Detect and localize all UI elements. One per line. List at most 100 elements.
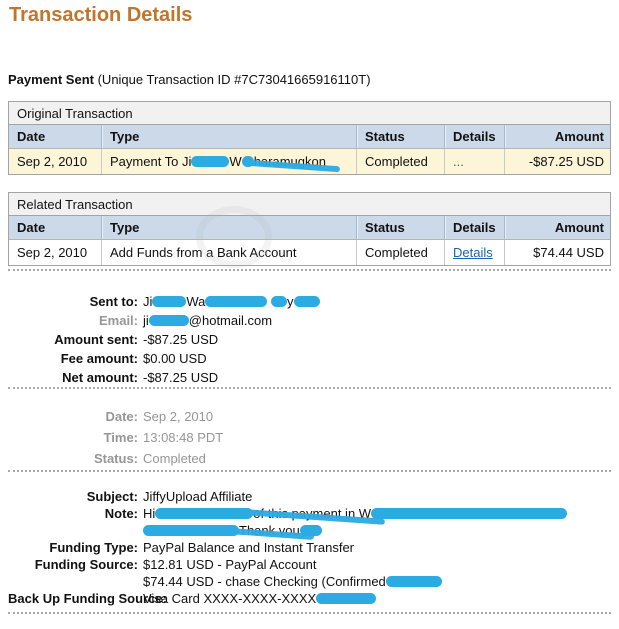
related-details-cell: Details xyxy=(444,240,504,265)
fee-amount-label: Fee amount: xyxy=(60,351,138,366)
original-type-text: Payment To Ji xyxy=(110,154,192,169)
note-value: Hi of this payment in W Thank you xyxy=(143,505,611,539)
table-header-row: Date Type Status Details Amount xyxy=(9,125,610,148)
column-header-status: Status xyxy=(356,216,444,239)
column-header-status: Status xyxy=(356,125,444,148)
subject-value: JiffyUpload Affiliate xyxy=(143,489,253,504)
column-header-type: Type xyxy=(101,216,356,239)
redaction-mark xyxy=(152,296,187,307)
sent-to-value: Ji Wa y xyxy=(143,292,611,311)
transaction-id-text: (Unique Transaction ID #7C73041665916110… xyxy=(93,72,371,87)
redaction-mark xyxy=(155,508,254,519)
status-label: Status: xyxy=(93,451,138,466)
sent-to-text: y xyxy=(287,294,294,309)
time-row: Time: 13:08:48 PDT xyxy=(8,427,611,448)
column-header-date: Date xyxy=(17,220,46,235)
funding-source-row: Funding Source: $12.81 USD - PayPal Acco… xyxy=(8,556,611,590)
amount-sent-row: Amount sent: -$87.25 USD xyxy=(8,330,611,349)
subject-label: Subject: xyxy=(86,489,138,504)
funding-source-line-2: $74.44 USD - chase Checking (Confirmed xyxy=(143,573,611,590)
note-line-2: Thank you xyxy=(143,522,611,539)
related-amount-cell: $74.44 USD xyxy=(504,240,612,265)
funding-type-value: PayPal Balance and Instant Transfer xyxy=(143,540,355,555)
original-type-text: W xyxy=(229,154,242,169)
net-amount-row: Net amount: -$87.25 USD xyxy=(8,368,611,387)
email-label: Email: xyxy=(98,313,138,328)
related-date-cell: Sep 2, 2010 xyxy=(17,245,88,260)
redaction-mark xyxy=(371,508,568,519)
original-amount-cell: -$87.25 USD xyxy=(504,149,612,174)
sent-to-text: Ji xyxy=(143,294,153,309)
related-transaction-title: Related Transaction xyxy=(9,193,610,216)
funding-type-row: Funding Type: PayPal Balance and Instant… xyxy=(8,539,611,556)
date-value: Sep 2, 2010 xyxy=(143,409,214,424)
funding-type-label: Funding Type: xyxy=(49,540,138,555)
email-text: ji xyxy=(143,313,149,328)
table-header-row: Date Type Status Details Amount xyxy=(9,216,610,239)
details-link[interactable]: Details xyxy=(453,245,493,260)
payment-sent-line: Payment Sent (Unique Transaction ID #7C7… xyxy=(8,72,619,88)
column-header-amount: Amount xyxy=(504,216,612,239)
redaction-mark xyxy=(143,525,239,536)
backup-funding-row: Back Up Funding Source: Visa Card XXXX-X… xyxy=(8,590,611,607)
sent-details-section: Sent to: Ji Wa y Email: ji @hotmail.com Am… xyxy=(8,292,611,387)
dotted-separator xyxy=(8,470,611,472)
fee-amount-row: Fee amount: $0.00 USD xyxy=(8,349,611,368)
date-label: Date: xyxy=(105,409,138,424)
related-type-cell: Add Funds from a Bank Account xyxy=(101,240,356,265)
redaction-mark xyxy=(191,156,230,167)
email-text: @hotmail.com xyxy=(188,313,273,328)
sent-to-row: Sent to: Ji Wa y xyxy=(8,292,611,311)
related-status-cell: Completed xyxy=(356,240,444,265)
backup-funding-value: Visa Card XXXX-XXXX-XXXX xyxy=(143,590,611,607)
backup-funding-text: Visa Card XXXX-XXXX-XXXX xyxy=(143,591,317,606)
datetime-section: Date: Sep 2, 2010 Time: 13:08:48 PDT Sta… xyxy=(8,406,611,469)
page-title: Transaction Details xyxy=(9,4,193,26)
original-status-cell: Completed xyxy=(356,149,444,174)
note-label: Note: xyxy=(104,506,138,521)
sent-to-label: Sent to: xyxy=(89,294,138,309)
redaction-mark xyxy=(148,315,189,326)
backup-funding-label: Back Up Funding Source: xyxy=(8,591,167,606)
original-transaction-table: Original Transaction Date Type Status De… xyxy=(8,101,611,175)
column-header-details: Details xyxy=(444,125,504,148)
fee-amount-value: $0.00 USD xyxy=(143,351,207,366)
funding-source-label: Funding Source: xyxy=(34,557,138,572)
date-row: Date: Sep 2, 2010 xyxy=(8,406,611,427)
subject-row: Subject: JiffyUpload Affiliate xyxy=(8,488,611,505)
note-text: Hi xyxy=(143,506,156,521)
redaction-mark xyxy=(385,576,442,587)
column-header-amount: Amount xyxy=(504,125,612,148)
note-text-redacted: of this payment in W xyxy=(253,506,372,521)
column-header-type: Type xyxy=(101,125,356,148)
email-row: Email: ji @hotmail.com xyxy=(8,311,611,330)
amount-sent-label: Amount sent: xyxy=(54,332,138,347)
original-date-cell: Sep 2, 2010 xyxy=(17,154,88,169)
time-value: 13:08:48 PDT xyxy=(143,430,224,445)
status-value: Completed xyxy=(143,451,206,466)
table-row: Sep 2, 2010 Add Funds from a Bank Accoun… xyxy=(9,239,610,265)
redaction-mark xyxy=(271,296,288,307)
funding-source-text: $74.44 USD - chase Checking (Confirmed xyxy=(143,574,386,589)
related-transaction-table: Related Transaction Date Type Status Det… xyxy=(8,192,611,266)
sent-to-text: Wa xyxy=(186,294,206,309)
redaction-mark xyxy=(299,525,322,536)
column-header-details: Details xyxy=(444,216,504,239)
original-transaction-title: Original Transaction xyxy=(9,102,610,125)
amount-sent-value: -$87.25 USD xyxy=(143,332,219,347)
time-label: Time: xyxy=(103,430,138,445)
funding-source-line-1: $12.81 USD - PayPal Account xyxy=(143,557,317,572)
redaction-mark xyxy=(316,593,377,604)
dotted-separator xyxy=(8,387,611,389)
original-details-cell: ... xyxy=(444,149,504,174)
net-amount-value: -$87.25 USD xyxy=(143,370,219,385)
note-row: Note: Hi of this payment in W Thank you xyxy=(8,505,611,539)
original-type-text-redacted: haramugkon xyxy=(253,154,326,169)
net-amount-label: Net amount: xyxy=(62,370,138,385)
note-line-1: Hi of this payment in W xyxy=(143,505,611,522)
email-value: ji @hotmail.com xyxy=(143,311,611,330)
note-text-redacted: Thank you xyxy=(239,523,300,538)
funding-source-value: $12.81 USD - PayPal Account $74.44 USD -… xyxy=(143,556,611,590)
